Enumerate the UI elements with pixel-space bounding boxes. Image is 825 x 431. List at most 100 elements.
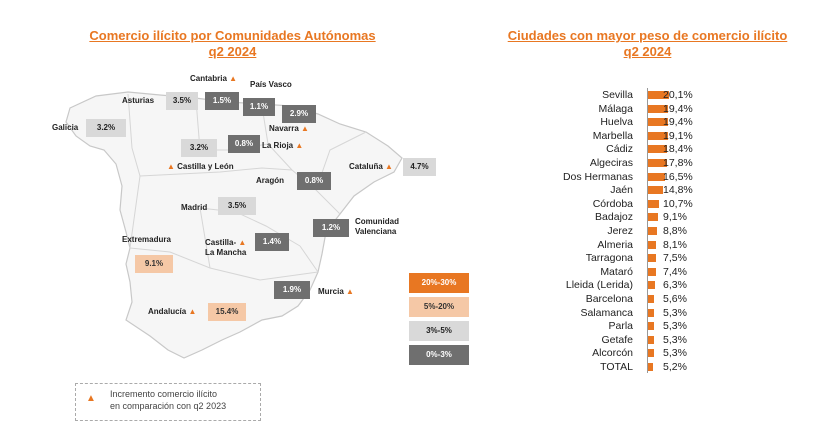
value-box-la-rioja: 0.8% [228, 135, 260, 153]
city-bar [648, 349, 654, 358]
value-box-cataluna: 4.7% [403, 158, 436, 176]
city-label: Algeciras [589, 157, 633, 169]
region-label-pais-vasco: País Vasco [250, 80, 292, 89]
city-label: Marbella [592, 129, 633, 142]
triangle-up-icon: ▲ [238, 238, 247, 247]
region-label-galicia: Galicia [52, 123, 79, 132]
city-bar [648, 363, 653, 371]
region-name-valenciana-1: Comunidad [355, 217, 399, 226]
region-name-la-rioja: La Rioja [262, 141, 294, 150]
city-value-label: 14,8% [663, 184, 693, 197]
region-label-andalucia: Andalucía ▲ [148, 307, 196, 317]
value-box-cantabria: 1.5% [205, 92, 239, 110]
city-value-label: 5,6% [663, 293, 687, 305]
city-label: Parla [608, 320, 633, 333]
region-name-andalucia: Andalucía [148, 307, 187, 316]
increase-note-text: Incremento comercio ilícito en comparaci… [110, 388, 260, 412]
city-value-label: 7,4% [663, 265, 687, 278]
region-label-navarra: Navarra ▲ [269, 124, 309, 134]
city-value-label: 5,3% [663, 306, 687, 319]
value-box-castilla-la-mancha: 1.4% [255, 233, 289, 251]
triangle-up-icon: ▲ [229, 74, 238, 83]
value-box-galicia: 3.2% [86, 119, 126, 137]
city-value-label: 5,3% [663, 347, 687, 360]
triangle-up-icon: ▲ [188, 307, 197, 316]
city-label: Badajoz [595, 211, 633, 224]
region-name-cataluna: Cataluña [349, 162, 383, 171]
chart-title-line2: q2 2024 [623, 44, 672, 59]
city-bar [648, 267, 656, 276]
region-label-castilla-leon: ▲ Castilla y León [167, 162, 234, 172]
city-label: Córdoba [592, 197, 633, 210]
triangle-up-icon: ▲ [86, 393, 96, 404]
city-label: Lleida (Lerida) [565, 279, 633, 292]
region-label-aragon: Aragón [256, 176, 284, 185]
value-box-murcia: 1.9% [274, 281, 310, 299]
city-label: Barcelona [585, 293, 633, 305]
value-box-andalucia: 15.4% [208, 303, 246, 321]
region-label-castilla-la-mancha: Castilla- ▲ La Mancha [205, 238, 246, 258]
region-name-valenciana-2: Valenciana [355, 227, 397, 236]
city-label: Cádiz [606, 143, 633, 156]
city-value-label: 6,3% [663, 279, 687, 292]
city-value-label: 7,5% [663, 252, 687, 265]
triangle-up-icon: ▲ [167, 162, 175, 171]
city-label: Málaga [598, 102, 633, 115]
value-box-castilla-leon: 3.2% [181, 139, 217, 157]
increase-note: ▲ Incremento comercio ilícito en compara… [75, 383, 261, 421]
city-value-label: 5,2% [663, 361, 687, 373]
city-label: Jerez [607, 225, 633, 237]
region-name-navarra: Navarra [269, 124, 299, 133]
city-bar [648, 145, 667, 154]
city-value-label: 16,5% [663, 170, 693, 183]
city-bar [648, 213, 658, 222]
legend-3-5: 3%-5% [409, 321, 469, 341]
value-box-madrid: 3.5% [218, 197, 256, 215]
triangle-up-icon: ▲ [301, 124, 309, 133]
city-value-label: 17,8% [663, 157, 693, 169]
city-value-label: 19,4% [663, 116, 693, 129]
city-bar [648, 104, 668, 113]
city-label: Salamanca [580, 306, 633, 319]
city-label: Jaén [610, 184, 633, 197]
bar-axis-line [647, 88, 648, 373]
city-bar [648, 118, 668, 127]
city-bar [648, 240, 656, 249]
city-value-label: 10,7% [663, 197, 693, 210]
city-value-label: 8,8% [663, 225, 687, 237]
region-label-cataluna: Cataluña ▲ [349, 162, 393, 172]
city-label: Almeria [597, 238, 633, 251]
region-label-murcia: Murcia ▲ [318, 287, 354, 297]
chart-title: Ciudades con mayor peso de comercio ilíc… [470, 28, 825, 60]
note-line1: Incremento comercio ilícito [110, 389, 218, 399]
city-bar [648, 308, 654, 317]
city-bar [648, 186, 663, 195]
city-label: Getafe [601, 333, 633, 346]
region-name-murcia: Murcia [318, 287, 344, 296]
value-box-extremadura: 9.1% [135, 255, 173, 273]
triangle-up-icon: ▲ [346, 287, 354, 296]
value-box-pais-vasco: 1.1% [243, 98, 275, 116]
city-bar [648, 91, 669, 99]
city-label: Tarragona [585, 252, 633, 265]
region-label-cantabria: Cantabria ▲ [190, 74, 237, 84]
city-bar [648, 295, 654, 303]
city-label: Huelva [600, 116, 633, 129]
region-label-comunidad-valenciana: Comunidad Valenciana [355, 217, 399, 237]
city-bar [648, 131, 668, 140]
city-value-label: 19,4% [663, 102, 693, 115]
city-bar [648, 335, 654, 344]
value-box-navarra: 2.9% [282, 105, 316, 123]
chart-title-line1: Ciudades con mayor peso de comercio ilíc… [507, 28, 788, 43]
city-value-label: 8,1% [663, 238, 687, 251]
region-label-madrid: Madrid [181, 203, 208, 212]
region-label-asturias: Asturias [122, 96, 155, 105]
city-bar [648, 322, 654, 331]
city-value-label: 9,1% [663, 211, 687, 224]
region-name-cantabria: Cantabria [190, 74, 227, 83]
city-bar [648, 199, 659, 208]
city-bar [648, 159, 667, 167]
region-label-la-rioja: La Rioja ▲ [262, 141, 303, 151]
region-name-castilla-leon: Castilla y León [177, 162, 234, 171]
city-bar [648, 281, 655, 290]
